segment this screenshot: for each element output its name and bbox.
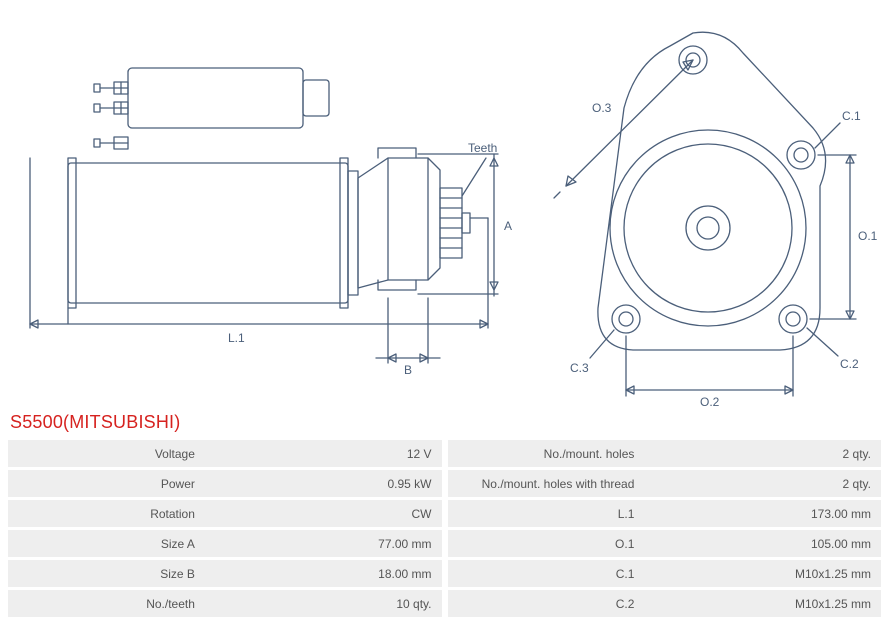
spec-value: 12 V bbox=[205, 440, 442, 467]
spec-table-left: Voltage12 VPower0.95 kWRotationCWSize A7… bbox=[8, 437, 442, 620]
spec-value: M10x1.25 mm bbox=[644, 560, 881, 587]
front-view-diagram: O.1 O.2 O.3 C.1 C.2 C.3 bbox=[518, 8, 888, 408]
spec-label: Size A bbox=[8, 530, 205, 557]
spec-row: Power0.95 kW bbox=[8, 470, 442, 497]
part-title: S5500(MITSUBISHI) bbox=[10, 412, 881, 433]
label-B: B bbox=[404, 363, 412, 377]
spec-row: C.1M10x1.25 mm bbox=[448, 560, 882, 587]
spec-value: 2 qty. bbox=[644, 470, 881, 497]
label-L1: L.1 bbox=[228, 331, 245, 345]
spec-row: O.1105.00 mm bbox=[448, 530, 882, 557]
spec-table-right: No./mount. holes2 qty.No./mount. holes w… bbox=[448, 437, 882, 620]
spec-row: Voltage12 V bbox=[8, 440, 442, 467]
spec-label: No./mount. holes bbox=[448, 440, 645, 467]
spec-value: 105.00 mm bbox=[644, 530, 881, 557]
spec-label: O.1 bbox=[448, 530, 645, 557]
label-A: A bbox=[504, 219, 512, 233]
spec-value: CW bbox=[205, 500, 442, 527]
spec-row: L.1173.00 mm bbox=[448, 500, 882, 527]
spec-label: Voltage bbox=[8, 440, 205, 467]
spec-label: Rotation bbox=[8, 500, 205, 527]
diagram-row: L.1 B A Teeth bbox=[8, 8, 881, 408]
spec-row: Size B18.00 mm bbox=[8, 560, 442, 587]
side-view-diagram: L.1 B A Teeth bbox=[8, 8, 518, 388]
spec-label: L.1 bbox=[448, 500, 645, 527]
label-O2: O.2 bbox=[700, 395, 720, 408]
spec-value: 2 qty. bbox=[644, 440, 881, 467]
spec-row: No./teeth10 qty. bbox=[8, 590, 442, 617]
spec-row: RotationCW bbox=[8, 500, 442, 527]
label-teeth: Teeth bbox=[468, 141, 497, 155]
spec-label: Power bbox=[8, 470, 205, 497]
spec-value: 77.00 mm bbox=[205, 530, 442, 557]
spec-tables: Voltage12 VPower0.95 kWRotationCWSize A7… bbox=[8, 437, 881, 620]
label-O3: O.3 bbox=[592, 101, 612, 115]
spec-value: 10 qty. bbox=[205, 590, 442, 617]
label-C2: C.2 bbox=[840, 357, 859, 371]
label-C3: C.3 bbox=[570, 361, 589, 375]
spec-label: No./mount. holes with thread bbox=[448, 470, 645, 497]
spec-label: C.1 bbox=[448, 560, 645, 587]
spec-value: M10x1.25 mm bbox=[644, 590, 881, 617]
spec-row: No./mount. holes2 qty. bbox=[448, 440, 882, 467]
spec-value: 0.95 kW bbox=[205, 470, 442, 497]
spec-label: No./teeth bbox=[8, 590, 205, 617]
spec-label: C.2 bbox=[448, 590, 645, 617]
spec-value: 173.00 mm bbox=[644, 500, 881, 527]
spec-row: Size A77.00 mm bbox=[8, 530, 442, 557]
spec-value: 18.00 mm bbox=[205, 560, 442, 587]
spec-row: C.2M10x1.25 mm bbox=[448, 590, 882, 617]
label-O1: O.1 bbox=[858, 229, 878, 243]
spec-row: No./mount. holes with thread2 qty. bbox=[448, 470, 882, 497]
spec-label: Size B bbox=[8, 560, 205, 587]
label-C1: C.1 bbox=[842, 109, 861, 123]
